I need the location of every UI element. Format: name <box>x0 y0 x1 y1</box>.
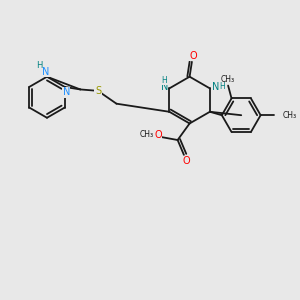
Text: N: N <box>42 67 49 76</box>
Text: N: N <box>212 82 219 92</box>
Text: N: N <box>62 87 70 97</box>
Text: CH₃: CH₃ <box>283 111 297 120</box>
Text: S: S <box>95 86 101 96</box>
Text: H: H <box>220 82 225 91</box>
Text: CH₃: CH₃ <box>140 130 154 140</box>
Text: O: O <box>190 51 197 61</box>
Text: CH₃: CH₃ <box>221 75 235 84</box>
Text: O: O <box>182 156 190 166</box>
Text: N: N <box>160 82 168 92</box>
Text: O: O <box>154 130 162 140</box>
Text: H: H <box>36 61 42 70</box>
Text: H: H <box>161 76 167 85</box>
